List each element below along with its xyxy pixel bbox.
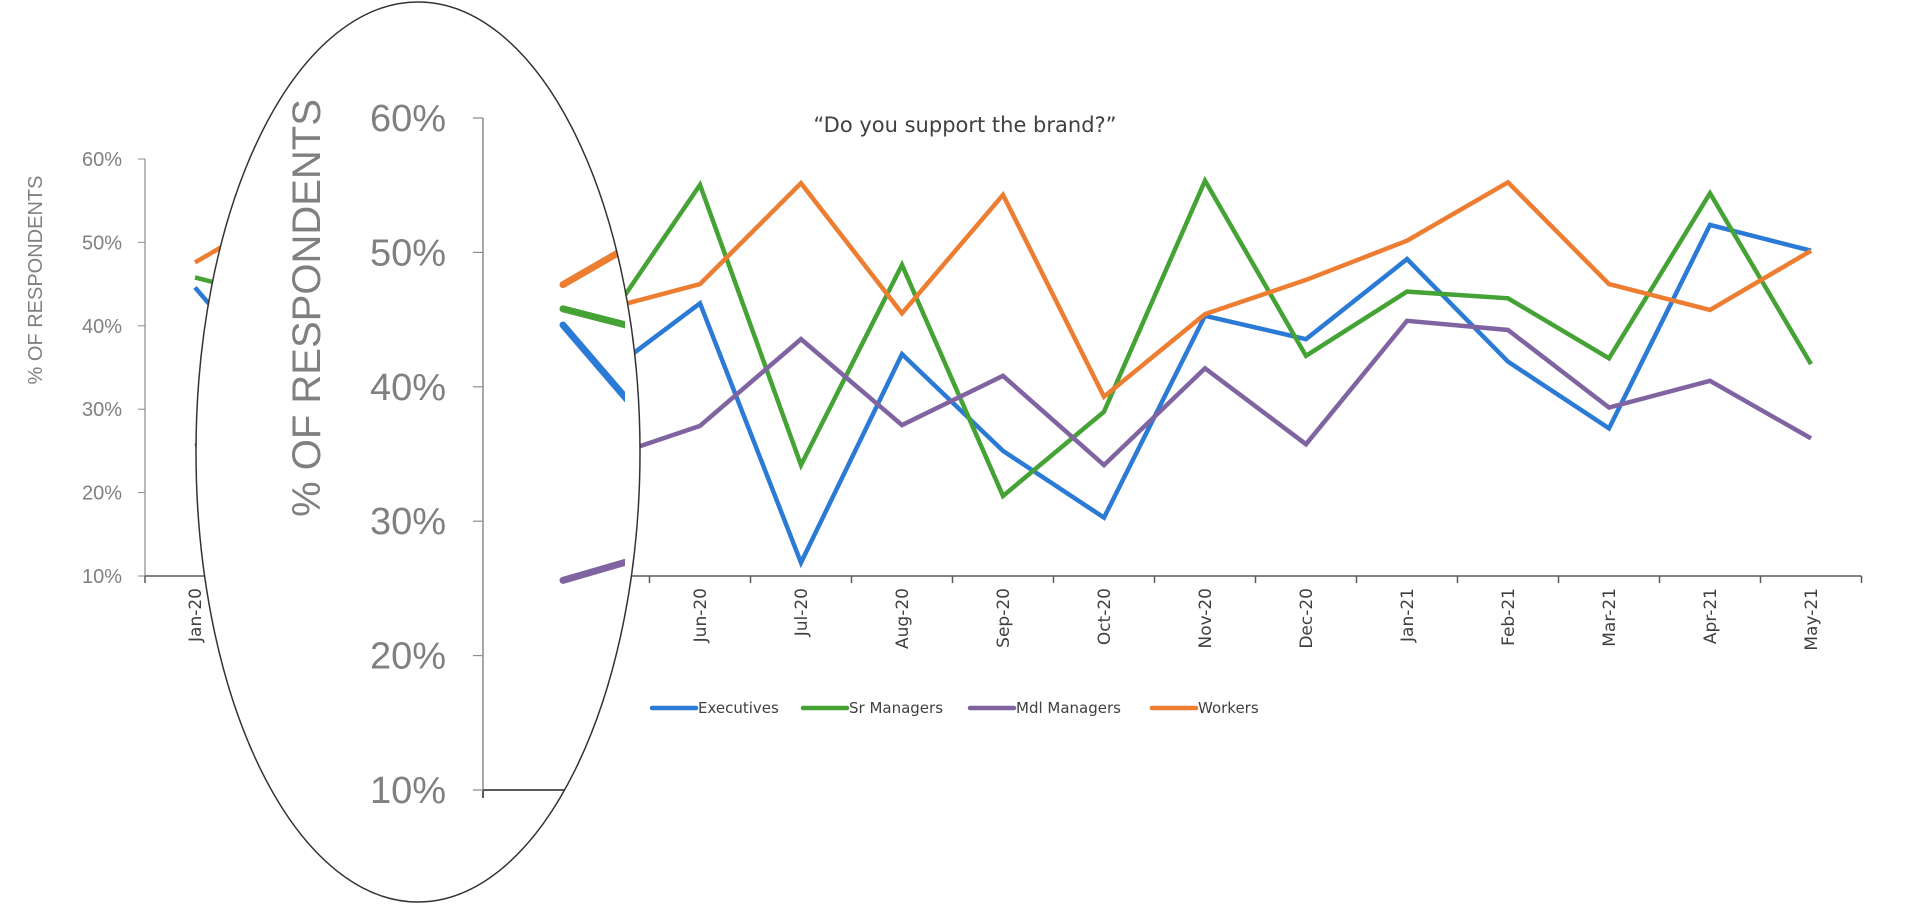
chart-title: “Do you support the brand?” bbox=[813, 113, 1116, 137]
y-tick-label: 20% bbox=[82, 483, 122, 505]
inset-y-tick-label: 30% bbox=[370, 501, 446, 543]
y-tick-label: 10% bbox=[82, 566, 122, 588]
legend: Executives Sr Managers Mdl Managers Workers bbox=[649, 699, 1259, 717]
series-line-mdl-managers bbox=[598, 318, 1813, 469]
inset-y-tick-label: 40% bbox=[370, 367, 446, 409]
x-tick-label: Feb-21 bbox=[1499, 588, 1519, 646]
series-line-workers bbox=[598, 179, 1813, 401]
series-line-executives bbox=[597, 222, 1812, 569]
inset-y-axis-title: % OF RESPONDENTS bbox=[285, 99, 329, 517]
legend-item: Workers bbox=[1149, 699, 1259, 717]
y-tick-label: 30% bbox=[82, 399, 122, 421]
callout-background bbox=[196, 2, 640, 902]
inset-series-line bbox=[559, 321, 625, 518]
legend-item: Executives bbox=[649, 699, 779, 717]
y-tick-label: 40% bbox=[82, 316, 122, 338]
x-tick-label: Aug-20 bbox=[893, 588, 913, 649]
y-tick-label: 60% bbox=[82, 149, 122, 171]
inset-series-line bbox=[559, 187, 625, 289]
legend-label: Mdl Managers bbox=[1016, 699, 1121, 717]
legend-label: Workers bbox=[1198, 699, 1259, 717]
x-tick-label: Mar-21 bbox=[1600, 588, 1620, 647]
series-line-sr-managers bbox=[597, 175, 1813, 500]
y-axis-title: % OF RESPONDENTS bbox=[25, 176, 47, 385]
inset-y-tick-label: 60% bbox=[370, 98, 446, 140]
legend-label: Sr Managers bbox=[849, 699, 943, 717]
legend-label: Executives bbox=[698, 699, 779, 717]
inset-series-line bbox=[559, 305, 625, 355]
inset-series-line bbox=[559, 529, 625, 584]
callout-outline bbox=[195, 1, 641, 903]
x-tick-label: May-21 bbox=[1802, 588, 1822, 651]
inset-y-tick-label: 50% bbox=[370, 232, 446, 274]
x-tick-label: Jan-20 bbox=[186, 588, 206, 643]
y-tick-label: 50% bbox=[82, 232, 122, 254]
x-tick-label: Jun-20 bbox=[691, 588, 711, 643]
callout-content: 10% 20% 30% 40% 50% 60% % OF RESPONDENTS bbox=[285, 98, 640, 812]
x-tick-label: Apr-21 bbox=[1701, 588, 1721, 644]
legend-item: Sr Managers bbox=[800, 699, 943, 717]
inset-y-tick-label: 10% bbox=[370, 770, 446, 812]
inset-y-tick-label: 20% bbox=[370, 636, 446, 678]
x-tick-label: Jul-20 bbox=[792, 588, 812, 637]
x-tick-label: Sep-20 bbox=[994, 588, 1014, 648]
y-axis: 10% 20% 30% 40% 50% 60% % OF RESPONDENTS bbox=[25, 149, 146, 588]
x-axis: Jan-20 Jun-20 Jul-20 Aug-20 Sep-20 Oct-20 Nov-… bbox=[144, 575, 1863, 651]
x-tick-label: Nov-20 bbox=[1196, 588, 1216, 649]
inset-series bbox=[559, 187, 625, 584]
x-tick-label: Jan-21 bbox=[1398, 588, 1418, 643]
x-tick-label: Dec-20 bbox=[1297, 588, 1317, 649]
x-tick-label: Oct-20 bbox=[1095, 588, 1115, 645]
legend-item: Mdl Managers bbox=[967, 699, 1121, 717]
magnifier-callout: 10% 20% 30% 40% 50% 60% % OF RESPONDENTS bbox=[195, 1, 641, 903]
